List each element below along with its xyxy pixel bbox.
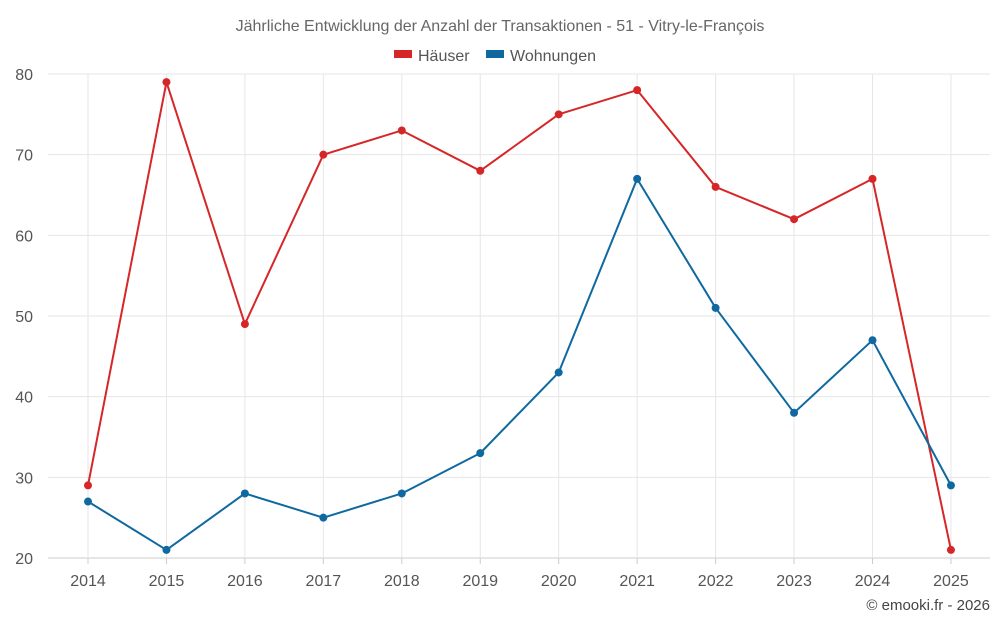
data-point[interactable] bbox=[554, 368, 563, 377]
data-point[interactable] bbox=[946, 481, 955, 490]
legend-label[interactable]: Wohnungen bbox=[510, 48, 596, 65]
data-point[interactable] bbox=[84, 481, 92, 490]
x-tick-label: 2018 bbox=[384, 573, 420, 590]
y-axis-ticks: 20 30 40 50 60 70 80 bbox=[15, 67, 33, 568]
credit-text: © emooki.fr - 2026 bbox=[866, 597, 990, 614]
data-point[interactable] bbox=[790, 215, 799, 224]
y-tick-label: 50 bbox=[15, 309, 33, 326]
data-point[interactable] bbox=[790, 408, 799, 417]
data-point[interactable] bbox=[84, 497, 92, 506]
data-point[interactable] bbox=[397, 489, 406, 498]
data-point[interactable] bbox=[319, 150, 328, 159]
y-tick-label: 30 bbox=[15, 470, 33, 487]
x-tick-label: 2017 bbox=[306, 573, 342, 590]
x-tick-label: 2021 bbox=[619, 573, 655, 590]
series-line-0 bbox=[87, 81, 952, 551]
y-tick-label: 40 bbox=[15, 390, 33, 407]
data-point[interactable] bbox=[397, 126, 406, 135]
x-tick-label: 2016 bbox=[227, 573, 263, 590]
series-group bbox=[84, 78, 955, 554]
y-tick-label: 60 bbox=[15, 228, 33, 245]
data-point[interactable] bbox=[162, 545, 171, 554]
y-tick-label: 70 bbox=[15, 148, 33, 165]
data-point[interactable] bbox=[633, 174, 642, 183]
legend-swatch bbox=[486, 50, 504, 58]
y-tick-label: 80 bbox=[15, 67, 33, 84]
x-tick-label: 2014 bbox=[70, 573, 106, 590]
data-point[interactable] bbox=[162, 78, 171, 87]
legend: Häuser Wohnungen bbox=[394, 48, 596, 65]
data-point[interactable] bbox=[711, 303, 720, 312]
data-point[interactable] bbox=[319, 513, 328, 522]
x-tick-label: 2019 bbox=[462, 573, 498, 590]
data-point[interactable] bbox=[240, 489, 249, 498]
data-point[interactable] bbox=[633, 86, 642, 95]
x-axis-ticks: 2014 2015 2016 2017 2018 2019 2020 2021 2022 2023… bbox=[70, 573, 969, 590]
x-tick-label: 2022 bbox=[698, 573, 734, 590]
x-tick-label: 2024 bbox=[855, 573, 891, 590]
data-point[interactable] bbox=[476, 449, 485, 458]
x-tick-label: 2020 bbox=[541, 573, 577, 590]
x-tick-label: 2015 bbox=[149, 573, 185, 590]
data-point[interactable] bbox=[946, 545, 955, 554]
data-point[interactable] bbox=[476, 166, 485, 175]
series-line-1 bbox=[87, 177, 952, 551]
data-point[interactable] bbox=[711, 182, 720, 191]
data-point[interactable] bbox=[868, 336, 877, 345]
chart-title: Jährliche Entwicklung der Anzahl der Tra… bbox=[236, 18, 765, 35]
y-tick-label: 20 bbox=[15, 551, 33, 568]
legend-swatch bbox=[394, 50, 412, 58]
x-tick-label: 2025 bbox=[933, 573, 969, 590]
data-point[interactable] bbox=[554, 110, 563, 119]
legend-label[interactable]: Häuser bbox=[418, 48, 470, 65]
x-tick-label: 2023 bbox=[776, 573, 812, 590]
data-point[interactable] bbox=[868, 174, 877, 183]
gridlines bbox=[48, 73, 990, 564]
data-point[interactable] bbox=[240, 320, 249, 329]
